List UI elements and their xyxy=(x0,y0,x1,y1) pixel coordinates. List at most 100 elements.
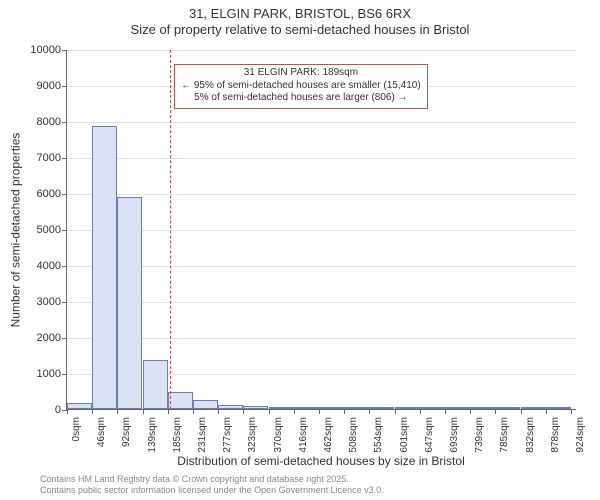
x-tick-mark xyxy=(445,409,446,414)
x-tick-mark xyxy=(546,409,547,414)
y-tick-mark xyxy=(62,302,67,303)
x-tick-mark xyxy=(168,409,169,414)
x-tick-mark xyxy=(319,409,320,414)
x-tick-label: 185sqm xyxy=(172,417,183,453)
histogram-bar xyxy=(521,407,546,409)
grid-line xyxy=(67,158,576,159)
x-tick-label: 462sqm xyxy=(323,417,334,453)
y-tick-label: 6000 xyxy=(37,188,61,200)
plot-area: 0100020003000400050006000700080009000100… xyxy=(66,50,576,410)
x-tick-label: 46sqm xyxy=(96,417,107,447)
y-tick-mark xyxy=(62,338,67,339)
x-axis-title: Distribution of semi-detached houses by … xyxy=(66,454,576,468)
histogram-bar xyxy=(546,407,571,409)
annotation-box: 31 ELGIN PARK: 189sqm← 95% of semi-detac… xyxy=(174,64,428,109)
x-tick-mark xyxy=(193,409,194,414)
footer-attribution: Contains HM Land Registry data © Crown c… xyxy=(40,474,384,497)
histogram-bar xyxy=(395,407,420,409)
x-tick-label: 785sqm xyxy=(499,417,510,453)
y-tick-mark xyxy=(62,122,67,123)
y-tick-label: 5000 xyxy=(37,224,61,236)
histogram-bar xyxy=(168,392,193,409)
histogram-bar xyxy=(294,407,319,409)
grid-line xyxy=(67,338,576,339)
x-tick-mark xyxy=(117,409,118,414)
x-tick-label: 370sqm xyxy=(273,417,284,453)
histogram-bar xyxy=(269,407,294,409)
x-tick-label: 0sqm xyxy=(71,417,82,441)
footer-line2: Contains public sector information licen… xyxy=(40,485,384,496)
x-tick-label: 832sqm xyxy=(525,417,536,453)
chart-container: 31, ELGIN PARK, BRISTOL, BS6 6RX Size of… xyxy=(0,0,600,500)
grid-line xyxy=(67,122,576,123)
x-tick-mark xyxy=(218,409,219,414)
histogram-bar xyxy=(445,407,470,409)
x-tick-mark xyxy=(294,409,295,414)
histogram-bar xyxy=(243,406,268,409)
y-tick-mark xyxy=(62,50,67,51)
histogram-bar xyxy=(319,407,344,409)
x-tick-label: 508sqm xyxy=(348,417,359,453)
x-tick-mark xyxy=(470,409,471,414)
grid-line xyxy=(67,50,576,51)
histogram-bar xyxy=(92,126,117,409)
x-tick-mark xyxy=(495,409,496,414)
x-tick-mark xyxy=(571,409,572,414)
histogram-bar xyxy=(117,197,142,409)
grid-line xyxy=(67,302,576,303)
title-line1: 31, ELGIN PARK, BRISTOL, BS6 6RX xyxy=(0,6,600,22)
x-tick-label: 416sqm xyxy=(298,417,309,453)
x-tick-label: 924sqm xyxy=(575,417,586,453)
y-tick-mark xyxy=(62,230,67,231)
x-tick-label: 92sqm xyxy=(121,417,132,447)
y-tick-label: 8000 xyxy=(37,116,61,128)
property-marker-line xyxy=(170,50,171,409)
y-tick-label: 7000 xyxy=(37,152,61,164)
histogram-bar xyxy=(420,407,445,409)
x-tick-label: 693sqm xyxy=(449,417,460,453)
x-tick-mark xyxy=(143,409,144,414)
x-tick-label: 739sqm xyxy=(474,417,485,453)
y-tick-label: 0 xyxy=(55,404,61,416)
histogram-bar xyxy=(143,360,168,409)
histogram-bar xyxy=(67,403,92,409)
y-tick-label: 3000 xyxy=(37,296,61,308)
x-tick-mark xyxy=(369,409,370,414)
histogram-bar xyxy=(369,407,394,409)
annotation-line2: ← 95% of semi-detached houses are smalle… xyxy=(181,80,421,93)
x-tick-mark xyxy=(67,409,68,414)
y-tick-label: 2000 xyxy=(37,332,61,344)
y-tick-label: 4000 xyxy=(37,260,61,272)
histogram-bar xyxy=(193,400,218,409)
title-line2: Size of property relative to semi-detach… xyxy=(0,22,600,38)
y-tick-mark xyxy=(62,158,67,159)
annotation-line3: 5% of semi-detached houses are larger (8… xyxy=(181,92,421,105)
y-axis-title: Number of semi-detached properties xyxy=(8,50,22,410)
grid-line xyxy=(67,266,576,267)
y-tick-label: 9000 xyxy=(37,80,61,92)
y-tick-mark xyxy=(62,194,67,195)
x-tick-mark xyxy=(92,409,93,414)
x-tick-label: 878sqm xyxy=(550,417,561,453)
x-tick-label: 323sqm xyxy=(247,417,258,453)
grid-line xyxy=(67,194,576,195)
histogram-bar xyxy=(470,407,495,409)
x-tick-mark xyxy=(269,409,270,414)
x-tick-mark xyxy=(395,409,396,414)
x-tick-mark xyxy=(243,409,244,414)
x-tick-label: 647sqm xyxy=(424,417,435,453)
x-tick-mark xyxy=(344,409,345,414)
x-tick-mark xyxy=(521,409,522,414)
grid-line xyxy=(67,230,576,231)
y-tick-mark xyxy=(62,374,67,375)
histogram-bar xyxy=(344,407,369,409)
x-tick-label: 139sqm xyxy=(147,417,158,453)
x-tick-label: 277sqm xyxy=(222,417,233,453)
x-tick-label: 601sqm xyxy=(399,417,410,453)
x-tick-mark xyxy=(420,409,421,414)
chart-title: 31, ELGIN PARK, BRISTOL, BS6 6RX Size of… xyxy=(0,6,600,39)
footer-line1: Contains HM Land Registry data © Crown c… xyxy=(40,474,384,485)
y-tick-label: 1000 xyxy=(37,368,61,380)
x-tick-label: 554sqm xyxy=(373,417,384,453)
y-tick-mark xyxy=(62,86,67,87)
